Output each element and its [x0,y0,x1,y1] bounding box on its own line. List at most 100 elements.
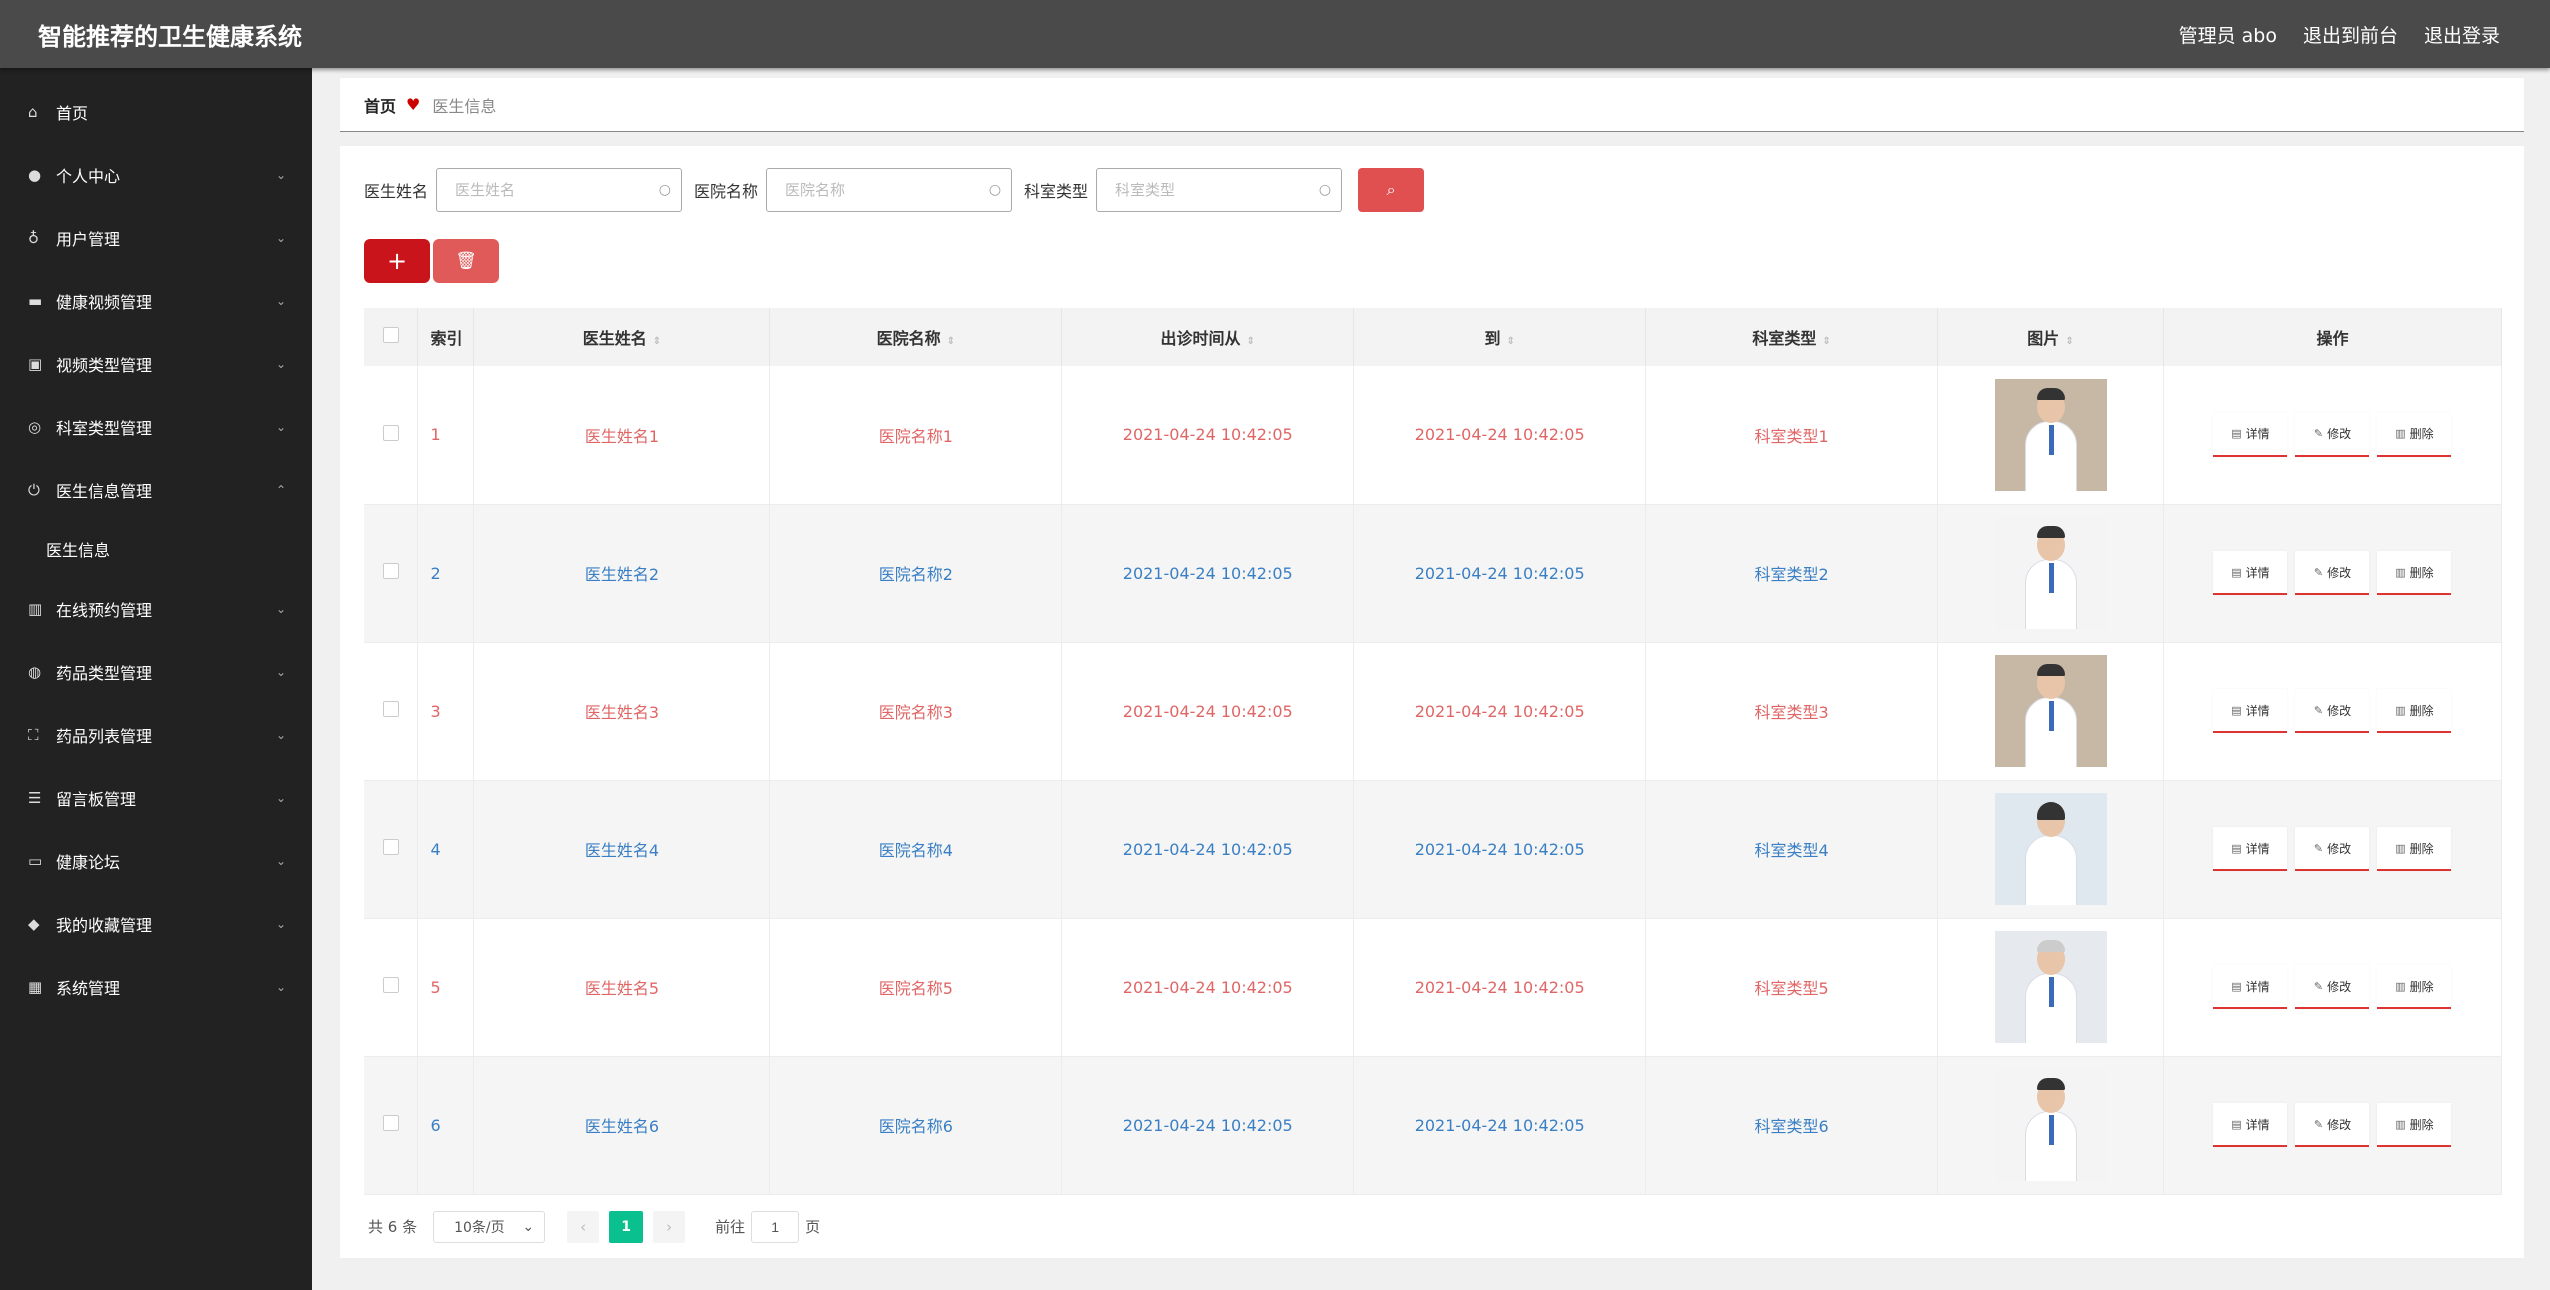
dept-type-field: ○ [1096,168,1343,212]
page-unit-label: 页 [805,1218,821,1236]
sidebar-subitem-doctor-info[interactable]: 医生信息 [46,541,111,560]
sidebar-item-drug-type[interactable]: ◍ 药品类型管理 ⌄ [28,662,286,683]
row-checkbox[interactable] [382,977,399,993]
sidebar-item-users[interactable]: ♁ 用户管理 ⌄ [28,228,286,249]
sidebar-item-forum[interactable]: ▭ 健康论坛 ⌄ [28,851,286,872]
hospital-name-input[interactable] [785,181,976,199]
chevron-down-icon: ⌄ [275,356,286,371]
table-row: 3 医生姓名3 医院名称3 2021-04-24 10:42:05 2021-0… [364,642,2503,781]
plus-icon: + [386,247,408,275]
detail-button[interactable]: ▤ 详情 [2213,1103,2288,1147]
expand-icon: ⛶ [28,725,39,744]
batch-delete-button[interactable]: 🗑 [433,239,499,283]
delete-button[interactable]: ▥ 删除 [2377,1103,2452,1147]
search-icon: ○ [658,182,672,198]
sidebar-item-doctor-mgmt[interactable]: ⏻ 医生信息管理 ⌃ [28,480,286,501]
sidebar-item-appointment[interactable]: ▥ 在线预约管理 ⌄ [28,599,286,620]
detail-button[interactable]: ▤ 详情 [2213,551,2288,595]
row-dept: 科室类型4 [1645,780,1939,919]
add-button[interactable]: + [364,239,430,283]
detail-button[interactable]: ▤ 详情 [2213,689,2288,733]
detail-button[interactable]: ▤ 详情 [2213,827,2288,871]
admin-user[interactable]: 管理员 abo [2178,24,2277,47]
row-time-from: 2021-04-24 10:42:05 [1061,1056,1355,1195]
delete-button[interactable]: ▥ 删除 [2377,412,2452,457]
col-dept[interactable]: 科室类型 ⇕ [1645,308,1939,366]
doctor-name-input[interactable] [455,181,646,199]
doctor-photo [1994,655,2107,767]
edit-button[interactable]: ✎ 修改 [2295,965,2370,1009]
col-time-from[interactable]: 出诊时间从 ⇕ [1061,308,1355,366]
delete-button[interactable]: ▥ 删除 [2377,827,2452,871]
sidebar-item-personal[interactable]: ● 个人中心 ⌄ [28,165,286,186]
edit-icon: ✎ [2313,427,2324,441]
doctor-photo [1994,1069,2107,1181]
goto-label: 前往 [715,1218,746,1236]
table-row: 1 医生姓名1 医院名称1 2021-04-24 10:42:05 2021-0… [364,366,2503,505]
logout-link[interactable]: 退出登录 [2423,24,2500,47]
doctor-name-field: ○ [436,168,683,212]
breadcrumb-current: 医生信息 [432,96,497,116]
trash-icon: ▥ [2395,841,2406,855]
doc-icon: ▤ [2231,841,2242,855]
edit-button[interactable]: ✎ 修改 [2295,1103,2370,1147]
row-doctor-name: 医生姓名6 [473,1056,771,1195]
sidebar-item-drug-list[interactable]: ⛶ 药品列表管理 ⌄ [28,725,286,746]
detail-button[interactable]: ▤ 详情 [2213,965,2288,1009]
delete-button[interactable]: ▥ 删除 [2377,689,2452,733]
row-time-from: 2021-04-24 10:42:05 [1061,642,1355,781]
sidebar-item-video-type[interactable]: ▣ 视频类型管理 ⌄ [28,354,286,375]
row-dept: 科室类型2 [1645,504,1939,643]
chevron-down-icon: ⌄ [522,1218,535,1235]
row-checkbox[interactable] [382,563,399,579]
trash-icon: ▥ [2395,427,2406,441]
edit-button[interactable]: ✎ 修改 [2295,689,2370,733]
delete-button[interactable]: ▥ 删除 [2377,965,2452,1009]
page-number-current[interactable]: 1 [609,1210,644,1243]
top-header: 智能推荐的卫生健康系统 管理员 abo 退出到前台 退出登录 [0,0,2550,68]
row-checkbox[interactable] [382,424,399,441]
row-doctor-name: 医生姓名3 [473,642,771,781]
search-bar: 医生姓名 ○ 医院名称 ○ 科室类型 ○ ⌕ [364,166,2500,214]
goto-page-input[interactable] [751,1210,800,1243]
sidebar-item-favorites[interactable]: ◆ 我的收藏管理 ⌄ [28,914,286,935]
search-button[interactable]: ⌕ [1358,168,1425,212]
table-row: 6 医生姓名6 医院名称6 2021-04-24 10:42:05 2021-0… [364,1056,2503,1195]
total-count: 共 6 条 [368,1218,418,1236]
edit-button[interactable]: ✎ 修改 [2295,412,2370,457]
exit-to-front-link[interactable]: 退出到前台 [2302,24,2398,47]
doc-icon: ▤ [2231,1117,2242,1131]
sort-icon: ⇕ [1822,336,1831,347]
prev-page-button[interactable]: ‹ [567,1210,600,1243]
edit-button[interactable]: ✎ 修改 [2295,551,2370,595]
doctor-photo [1994,517,2107,629]
dept-type-input[interactable] [1115,181,1306,199]
row-checkbox[interactable] [382,839,399,855]
next-page-button[interactable]: › [653,1210,686,1243]
breadcrumb: 首页 ♥ 医生信息 [340,78,2524,132]
col-image[interactable]: 图片 ⇕ [1937,308,2164,366]
row-hospital: 医院名称5 [769,918,1063,1057]
table-row: 5 医生姓名5 医院名称5 2021-04-24 10:42:05 2021-0… [364,918,2503,1057]
sidebar-item-system[interactable]: ▦ 系统管理 ⌄ [28,977,286,998]
sidebar-item-message-board[interactable]: ☰ 留言板管理 ⌄ [28,788,286,809]
sidebar-item-dept-type[interactable]: ◎ 科室类型管理 ⌄ [28,417,286,438]
select-all-checkbox[interactable] [382,327,399,343]
page-size-select[interactable]: 10条/页 ⌄ [433,1210,546,1243]
row-dept: 科室类型5 [1645,918,1939,1057]
delete-button[interactable]: ▥ 删除 [2377,551,2452,595]
row-checkbox[interactable] [382,701,399,717]
sidebar-item-home[interactable]: ⌂ 首页 [28,102,89,123]
table-header-row: 索引 医生姓名 ⇕ 医院名称 ⇕ 出诊时间从 ⇕ 到 ⇕ 科室类型 ⇕ 图片 ⇕ 操作 [364,308,2503,366]
sidebar-item-health-video[interactable]: ▬ 健康视频管理 ⌄ [28,291,286,312]
col-time-to[interactable]: 到 ⇕ [1353,308,1647,366]
select-all-cell [364,308,419,366]
edit-button[interactable]: ✎ 修改 [2295,827,2370,871]
col-hospital[interactable]: 医院名称 ⇕ [769,308,1063,366]
col-doctor-name[interactable]: 医生姓名 ⇕ [473,308,771,366]
detail-button[interactable]: ▤ 详情 [2213,412,2288,457]
row-checkbox[interactable] [382,1115,399,1131]
col-index: 索引 [417,308,475,366]
breadcrumb-home[interactable]: 首页 [364,96,397,116]
row-doctor-name: 医生姓名2 [473,504,771,643]
